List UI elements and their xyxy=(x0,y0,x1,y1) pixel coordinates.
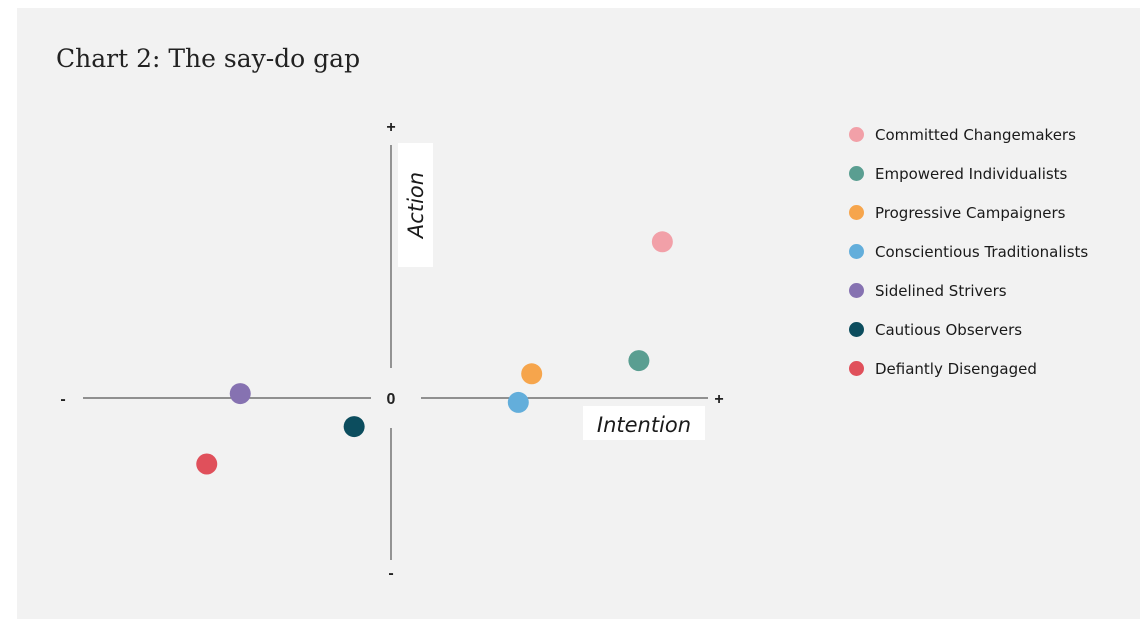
x-axis-title: Intention xyxy=(597,413,691,437)
data-point-empowered-individualists[interactable] xyxy=(628,350,650,372)
y-axis-title-background xyxy=(398,143,433,267)
y-axis-max-label: + xyxy=(386,119,395,136)
x-axis-title-background xyxy=(583,406,705,440)
legend-item[interactable]: Defiantly Disengaged xyxy=(849,349,1088,388)
legend-label: Sidelined Strivers xyxy=(875,281,1007,300)
legend-label: Conscientious Traditionalists xyxy=(875,242,1089,261)
legend-label: Empowered Individualists xyxy=(875,164,1068,183)
data-point-defiantly-disengaged[interactable] xyxy=(196,453,218,475)
legend-item[interactable]: Conscientious Traditionalists xyxy=(849,232,1088,271)
data-point-progressive-campaigners[interactable] xyxy=(521,363,543,385)
legend-item[interactable]: Empowered Individualists xyxy=(849,154,1088,193)
legend-item[interactable]: Sidelined Strivers xyxy=(849,271,1088,310)
y-axis-min-label: - xyxy=(388,565,393,582)
legend-swatch xyxy=(849,283,864,298)
y-axis-title: Action xyxy=(404,172,428,240)
legend-swatch xyxy=(849,205,864,220)
legend-swatch xyxy=(849,244,864,259)
x-axis-min-label: - xyxy=(60,391,65,408)
legend-swatch xyxy=(849,166,864,181)
legend-item[interactable]: Progressive Campaigners xyxy=(849,193,1088,232)
data-point-committed-changemakers[interactable] xyxy=(651,231,673,253)
chart-title: Chart 2: The say-do gap xyxy=(56,44,361,73)
axis-origin-label: 0 xyxy=(387,391,396,408)
legend-label: Progressive Campaigners xyxy=(875,203,1066,222)
legend-swatch xyxy=(849,127,864,142)
legend-swatch xyxy=(849,361,864,376)
chart-background xyxy=(17,8,1140,619)
legend-label: Committed Changemakers xyxy=(875,125,1076,144)
legend-label: Cautious Observers xyxy=(875,320,1023,339)
legend-item[interactable]: Cautious Observers xyxy=(849,310,1088,349)
data-points xyxy=(196,231,673,475)
data-point-conscientious-traditionalists[interactable] xyxy=(507,391,529,413)
data-point-sidelined-strivers[interactable] xyxy=(229,383,251,405)
legend-item[interactable]: Committed Changemakers xyxy=(849,115,1088,154)
legend-swatch xyxy=(849,322,864,337)
data-point-cautious-observers[interactable] xyxy=(343,416,365,438)
x-axis-max-label: + xyxy=(714,391,723,408)
legend: Committed Changemakers Empowered Individu… xyxy=(849,115,1088,388)
legend-label: Defiantly Disengaged xyxy=(875,359,1037,378)
